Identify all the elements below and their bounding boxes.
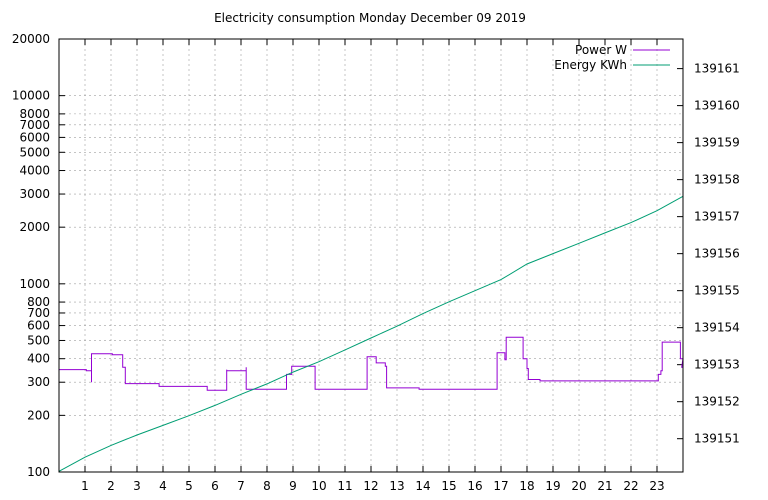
series-line-0: [59, 336, 684, 391]
y2-tick-label: 139157: [694, 210, 740, 224]
y2-tick-label: 139156: [694, 247, 740, 261]
axis-ticks: 1 2 3 4 5 6 7 8 9 10 11 12 13 14 15 16 17 18 19 20 21 22 23100…: [12, 32, 740, 493]
plot-frame: [58, 38, 684, 473]
x-tick-label: 7: [237, 479, 245, 493]
x-tick-label: 12: [363, 479, 378, 493]
y-tick-label: 300: [27, 375, 50, 389]
x-tick-label: 22: [623, 479, 638, 493]
y-tick-label: 4000: [19, 164, 50, 178]
y-tick-label: 700: [27, 306, 50, 320]
y-tick-label: 10000: [12, 89, 50, 103]
x-tick-label: 23: [649, 479, 664, 493]
x-tick-label: 3: [133, 479, 141, 493]
y-tick-label: 5000: [19, 145, 50, 159]
x-tick-label: 13: [389, 479, 404, 493]
legend-label: Power W: [575, 43, 627, 57]
y2-tick-label: 139152: [694, 395, 740, 409]
x-tick-label: 15: [441, 479, 456, 493]
y2-tick-label: 139159: [694, 136, 740, 150]
y2-tick-label: 139151: [694, 432, 740, 446]
y-tick-label: 2000: [19, 220, 50, 234]
x-tick-label: 21: [597, 479, 612, 493]
y-tick-label: 200: [27, 408, 50, 422]
y-tick-label: 8000: [19, 107, 50, 121]
y-tick-label: 400: [27, 352, 50, 366]
x-tick-label: 20: [571, 479, 586, 493]
y-tick-label: 600: [27, 319, 50, 333]
y-tick-label: 6000: [19, 130, 50, 144]
y-tick-label: 20000: [12, 32, 50, 46]
x-tick-label: 8: [263, 479, 271, 493]
x-tick-label: 16: [467, 479, 482, 493]
y-tick-label: 3000: [19, 187, 50, 201]
y-tick-label: 800: [27, 295, 50, 309]
x-tick-label: 10: [311, 479, 326, 493]
x-tick-label: 2: [107, 479, 115, 493]
x-tick-label: 9: [289, 479, 297, 493]
x-tick-label: 6: [211, 479, 219, 493]
x-tick-label: 4: [159, 479, 167, 493]
x-tick-label: 14: [415, 479, 430, 493]
y-tick-label: 1000: [19, 277, 50, 291]
y2-tick-label: 139160: [694, 99, 740, 113]
y-tick-label: 100: [27, 465, 50, 479]
y2-tick-label: 139154: [694, 321, 740, 335]
y-tick-label: 500: [27, 333, 50, 347]
grid: [59, 39, 683, 472]
x-tick-label: 11: [337, 479, 352, 493]
x-tick-label: 19: [545, 479, 560, 493]
y2-tick-label: 139155: [694, 284, 740, 298]
legend-label: Energy KWh: [554, 58, 627, 72]
x-tick-label: 18: [519, 479, 534, 493]
y2-tick-label: 139158: [694, 173, 740, 187]
series-line-1: [58, 195, 684, 472]
x-tick-label: 1: [81, 479, 89, 493]
y2-tick-label: 139161: [694, 62, 740, 76]
y2-tick-label: 139153: [694, 358, 740, 372]
chart-title: Electricity consumption Monday December …: [214, 11, 526, 25]
x-tick-label: 5: [185, 479, 193, 493]
x-tick-label: 17: [493, 479, 508, 493]
y-tick-label: 7000: [19, 118, 50, 132]
series-lines: [58, 195, 684, 472]
